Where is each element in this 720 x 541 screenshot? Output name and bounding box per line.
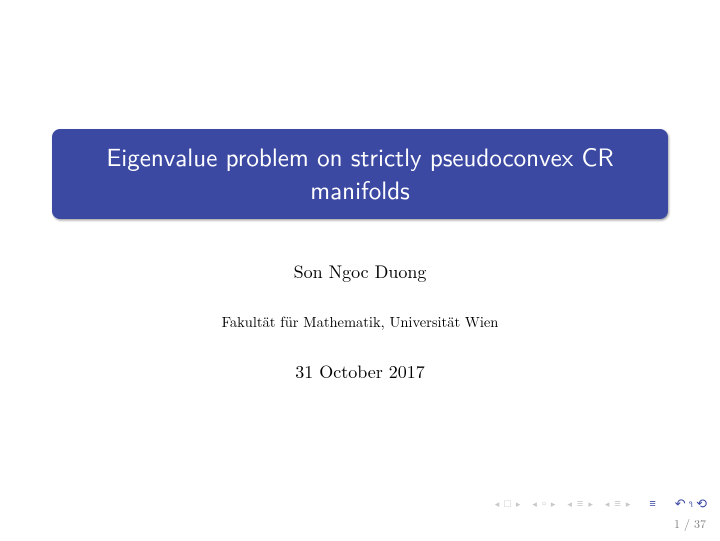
nav-prev-icon[interactable]: ◂ xyxy=(567,499,572,508)
nav-section-icon[interactable]: ≡ xyxy=(576,498,584,509)
nav-subsection-icon[interactable]: ≡ xyxy=(613,498,621,509)
page-number: 1 / 37 xyxy=(674,515,706,532)
date: 31 October 2017 xyxy=(295,359,425,384)
author: Son Ngoc Duong xyxy=(294,259,427,284)
nav-next-icon[interactable]: ▸ xyxy=(551,499,556,508)
title-block: Eigenvalue problem on strictly pseudocon… xyxy=(52,129,668,219)
nav-subframe-icon[interactable]: ▫ xyxy=(541,498,547,509)
nav-prev-icon[interactable]: ◂ xyxy=(532,499,537,508)
nav-next-icon[interactable]: ▸ xyxy=(588,499,593,508)
nav-prev-icon[interactable]: ◂ xyxy=(605,499,610,508)
institute: Fakultät für Mathematik, Universität Wie… xyxy=(222,312,499,332)
nav-goto-icon[interactable]: ≡ xyxy=(648,498,656,509)
page-total: 37 xyxy=(694,515,706,532)
slide-title: Eigenvalue problem on strictly pseudocon… xyxy=(72,140,648,205)
slide: Eigenvalue problem on strictly pseudocon… xyxy=(0,0,720,541)
nav-next-icon[interactable]: ▸ xyxy=(626,499,631,508)
nav-search-icon[interactable]: ૧ xyxy=(689,497,692,510)
nav-next-icon[interactable]: ▸ xyxy=(516,499,521,508)
nav-prev-icon[interactable]: ◂ xyxy=(495,499,500,508)
footer: 1 / 37 xyxy=(0,510,706,533)
page-sep: / xyxy=(680,515,694,532)
nav-frame-icon[interactable]: □ xyxy=(503,498,512,509)
